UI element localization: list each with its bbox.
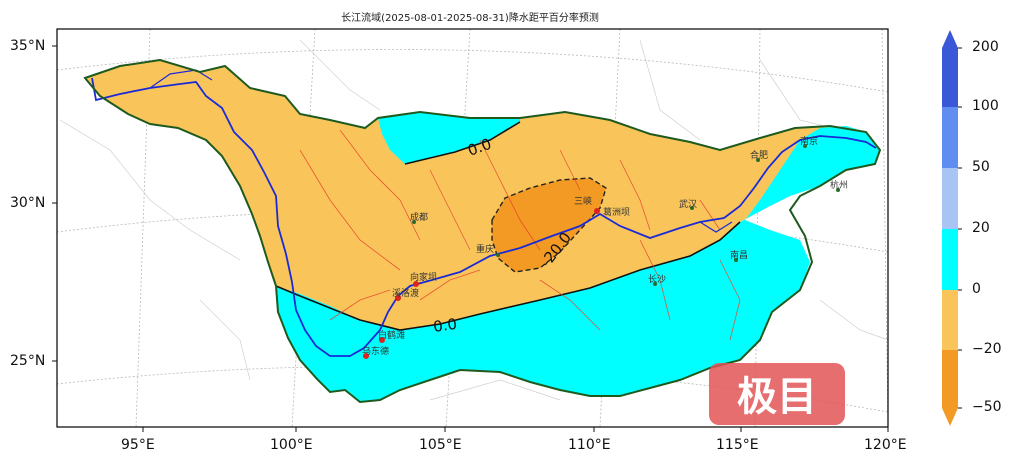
lon-label-95e: 95°E — [121, 437, 155, 453]
city-hefei: 合肥 — [750, 149, 768, 161]
svg-text:极目: 极目 — [737, 374, 817, 420]
lat-label-35n: 35°N — [10, 38, 46, 54]
city-xiluodu: 溪洛渡 — [392, 287, 419, 299]
lon-label-100e: 100°E — [270, 437, 313, 453]
axis-ticks — [52, 45, 889, 432]
lat-label-30n: 30°N — [10, 195, 46, 211]
han-river — [699, 221, 733, 233]
city-nanchang: 南昌 — [730, 249, 748, 261]
colorbar-label-0: 0 — [972, 281, 981, 297]
city-baihetan: 白鹤滩 — [378, 329, 405, 341]
tributaries — [299, 129, 741, 341]
contour-zero-north — [404, 121, 521, 165]
city-gezhouba: 葛洲坝 — [603, 206, 630, 218]
colorbar-label-200: 200 — [972, 39, 999, 55]
colorbar-label-50: 50 — [972, 159, 990, 175]
colorbar-label-100: 100 — [972, 98, 999, 114]
station-markers — [363, 208, 600, 359]
yangtze-river — [91, 77, 877, 357]
city-chengdu: 成都 — [410, 211, 428, 223]
map-frame — [56, 28, 889, 428]
city-wudongde: 乌东德 — [362, 345, 389, 357]
basin-outline — [83, 58, 882, 404]
contour-label-zero-south: 0.0 — [432, 315, 458, 336]
city-xiangjiaba: 向家坝 — [410, 271, 437, 283]
city-changsha: 长沙 — [648, 273, 666, 285]
contour-zero-south — [275, 221, 741, 331]
city-markers — [412, 144, 840, 286]
colorbar-label-minus50: −50 — [972, 399, 1002, 415]
colorbar — [942, 30, 962, 426]
lat-label-25n: 25°N — [10, 353, 46, 369]
cyan-north-region — [378, 112, 520, 164]
lon-label-105e: 105°E — [419, 437, 462, 453]
watermark-logo: 极目 — [709, 363, 845, 425]
lon-label-115e: 115°E — [716, 437, 759, 453]
basin-orange-region — [85, 60, 880, 330]
colorbar-label-minus20: −20 — [972, 341, 1002, 357]
colorbar-label-20: 20 — [972, 220, 990, 236]
province-borders — [59, 39, 889, 401]
city-chongqing: 重庆 — [476, 243, 494, 255]
city-hangzhou: 杭州 — [830, 179, 848, 191]
upper-tributary — [149, 69, 213, 89]
city-nanjing: 南京 — [800, 135, 818, 147]
city-sanxia: 三峡 — [574, 195, 592, 207]
city-wuhan: 武汉 — [679, 198, 697, 210]
map-title: 长江流域(2025-08-01-2025-08-31)降水距平百分率预测 — [341, 13, 599, 24]
cyan-south-region — [276, 126, 880, 402]
lon-label-120e: 120°E — [864, 437, 907, 453]
lon-label-110e: 110°E — [568, 437, 611, 453]
